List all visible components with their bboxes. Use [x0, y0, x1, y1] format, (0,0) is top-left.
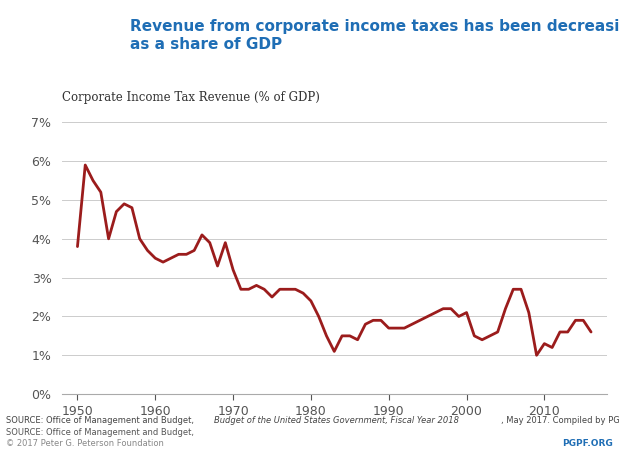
- Text: Budget of the United States Government, Fiscal Year 2018: Budget of the United States Government, …: [214, 416, 459, 425]
- Text: PETERSON: PETERSON: [16, 32, 71, 41]
- Text: , May 2017. Compiled by PGPF.: , May 2017. Compiled by PGPF.: [501, 416, 619, 425]
- Text: FOUNDATION: FOUNDATION: [22, 46, 64, 51]
- Text: PETER G.: PETER G.: [24, 19, 63, 29]
- Text: PGPF.ORG: PGPF.ORG: [562, 439, 613, 448]
- Text: SOURCE: Office of Management and Budget,: SOURCE: Office of Management and Budget,: [6, 416, 197, 425]
- Text: SOURCE: Office of Management and Budget,: SOURCE: Office of Management and Budget,: [6, 428, 197, 437]
- Text: Revenue from corporate income taxes has been decreasing
as a share of GDP: Revenue from corporate income taxes has …: [130, 19, 619, 53]
- Text: Corporate Income Tax Revenue (% of GDP): Corporate Income Tax Revenue (% of GDP): [62, 91, 320, 104]
- Text: © 2017 Peter G. Peterson Foundation: © 2017 Peter G. Peterson Foundation: [6, 439, 164, 448]
